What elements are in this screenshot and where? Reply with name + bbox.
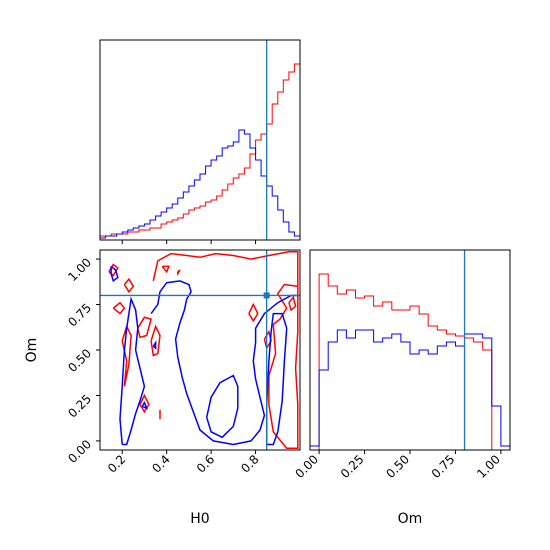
blue-contour-1 bbox=[110, 265, 119, 283]
h0-marginal-panel bbox=[99, 39, 301, 244]
blue-contour-7 bbox=[265, 312, 288, 446]
h0-hist-series-1 bbox=[99, 63, 301, 240]
red-contour-7 bbox=[150, 324, 161, 357]
om-hist-series-2 bbox=[309, 329, 511, 450]
om-y-tick-label-1: 0.00 bbox=[65, 437, 94, 466]
om-marginal-panel: 0.00 0.25 0.50 0.75 1.00 Om bbox=[292, 249, 511, 527]
red-contour-6 bbox=[139, 393, 150, 414]
red-contour-3 bbox=[123, 277, 135, 294]
red-contour-8 bbox=[152, 251, 299, 449]
blue-contour-3 bbox=[141, 401, 149, 410]
om-x-axis-label: Om bbox=[398, 511, 423, 527]
om-y-axis-label: Om bbox=[24, 338, 40, 363]
om-x-tick-label-4: 0.75 bbox=[429, 452, 458, 481]
h0-om-contour-panel: 0.2 0.4 0.6 0.8 0.00 0.25 0.50 0.75 1.00 H0 Om bbox=[24, 249, 301, 527]
blue-contour-6 bbox=[205, 374, 239, 439]
h0-hist-series-2 bbox=[99, 129, 301, 240]
red-contour-11 bbox=[177, 269, 181, 277]
om-y-tick-label-3: 0.50 bbox=[65, 346, 94, 375]
truth-point bbox=[263, 292, 270, 299]
h0-x-tick-label-3: 0.6 bbox=[194, 452, 217, 475]
blue-contour-4 bbox=[152, 340, 157, 350]
contour-area bbox=[108, 251, 299, 449]
om-x-tick-label-2: 0.25 bbox=[338, 452, 367, 481]
h0-x-axis-label: H0 bbox=[190, 511, 209, 527]
om-hist-series-1 bbox=[310, 273, 510, 451]
blue-contour-5 bbox=[150, 280, 298, 446]
h0-frame bbox=[99, 39, 301, 241]
red-contour-2 bbox=[112, 301, 126, 315]
om-x-tick-label-3: 0.50 bbox=[383, 452, 412, 481]
h0-x-tick-label-1: 0.2 bbox=[105, 452, 128, 475]
h0-x-tick-label-4: 0.8 bbox=[238, 452, 261, 475]
red-contour-14 bbox=[288, 295, 297, 312]
red-contour-9 bbox=[161, 265, 171, 274]
om-x-tick-label-5: 1.00 bbox=[474, 452, 503, 481]
red-contour-12 bbox=[248, 302, 259, 323]
om-y-tick-label-4: 0.75 bbox=[65, 301, 94, 330]
blue-contour-2 bbox=[119, 296, 146, 446]
om-y-tick-label-2: 0.25 bbox=[65, 392, 94, 421]
om-y-tick-label-5: 1.00 bbox=[65, 255, 94, 284]
red-contour-5 bbox=[137, 316, 153, 339]
h0-x-tick-label-2: 0.4 bbox=[149, 452, 172, 475]
om-x-tick-label-1: 0.00 bbox=[292, 452, 321, 481]
